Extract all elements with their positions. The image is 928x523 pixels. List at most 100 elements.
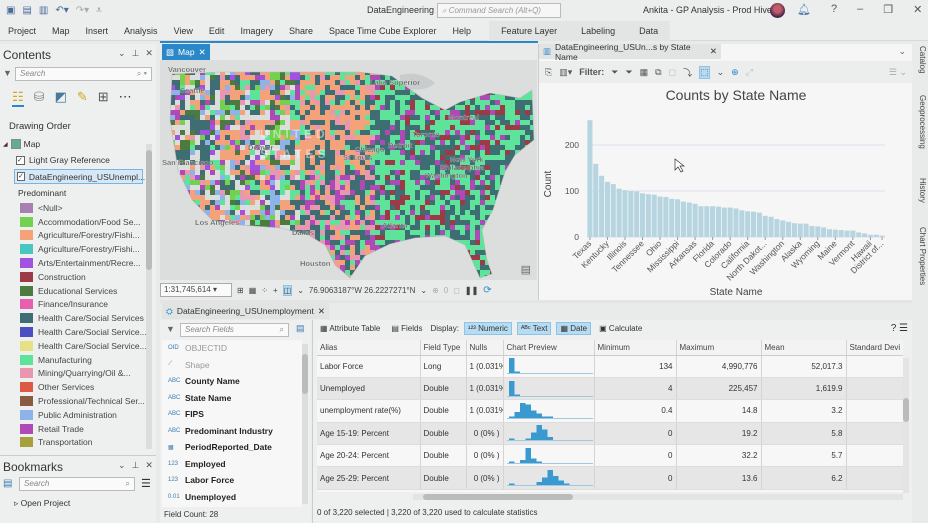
column-header[interactable]: Alias — [317, 340, 421, 356]
bar[interactable] — [780, 220, 786, 237]
bar[interactable] — [587, 120, 593, 237]
bar[interactable] — [704, 206, 710, 237]
add-field-icon[interactable]: ▤ — [296, 323, 305, 333]
map-canvas[interactable]: Vancouver Seattle San Francisco Los Angeles… — [160, 60, 537, 280]
bar[interactable] — [838, 230, 844, 237]
more-icon[interactable]: ⋯ — [118, 89, 132, 104]
ribbon-tab[interactable]: View — [173, 25, 193, 36]
bar[interactable] — [850, 230, 856, 237]
bar[interactable] — [634, 191, 640, 237]
layer-usunemployment[interactable]: ✓ DataEngineering_USUnempl... — [14, 169, 145, 184]
bar[interactable] — [599, 175, 605, 237]
field-item[interactable]: ▦ PeriodReported_Date — [162, 439, 302, 456]
context-tab[interactable]: Feature Layer — [501, 25, 558, 36]
fields-scrollbar[interactable] — [302, 344, 308, 504]
column-header[interactable]: Field Type — [420, 340, 467, 356]
bookmark-menu-icon[interactable]: ☰ — [141, 478, 151, 490]
legend-icon[interactable]: ☰ ⌄ — [888, 66, 907, 77]
bar[interactable] — [721, 207, 727, 237]
bar[interactable] — [791, 223, 797, 237]
contents-scrollbar[interactable] — [146, 144, 152, 449]
bar[interactable] — [826, 229, 833, 237]
bar[interactable] — [669, 198, 675, 237]
list-by-selection-icon[interactable]: ◩ — [54, 89, 67, 104]
switch-selection-icon[interactable]: ⧉ — [655, 66, 662, 77]
bar[interactable] — [774, 219, 780, 237]
date-toggle[interactable]: ▦ Date — [556, 322, 592, 335]
avatar[interactable] — [770, 3, 785, 18]
full-extent-icon[interactable]: ⤢ — [745, 66, 753, 77]
checkbox[interactable]: ✓ — [16, 155, 25, 165]
fields-button[interactable]: ▤ Fields — [391, 324, 423, 333]
bar[interactable] — [622, 190, 628, 237]
bar[interactable] — [657, 196, 663, 237]
legend-item[interactable]: Arts/Entertainment/Recre... — [0, 256, 148, 270]
bar[interactable] — [873, 234, 879, 237]
side-tab[interactable]: Catalog — [918, 46, 927, 74]
legend-item[interactable]: Accommodation/Food Se... — [0, 215, 148, 229]
tab-fields-view[interactable]: ⛭ DataEngineering_USUnemployment ✕ — [162, 303, 329, 319]
list-by-editing-icon[interactable]: ✎ — [76, 89, 88, 104]
bar[interactable] — [756, 212, 762, 237]
bar[interactable] — [739, 210, 745, 237]
close-pane-icon[interactable]: ✕ — [145, 48, 153, 58]
attribute-table-button[interactable]: ▦ Attribute Table — [320, 324, 381, 333]
bar[interactable] — [809, 225, 815, 237]
bar[interactable] — [733, 208, 739, 237]
bar[interactable] — [610, 184, 616, 237]
bar[interactable] — [675, 199, 681, 237]
bar[interactable] — [639, 193, 646, 237]
bar[interactable] — [651, 194, 657, 237]
select-tool-icon[interactable]: ⬚ — [699, 65, 710, 79]
ribbon-tab[interactable]: Analysis — [124, 25, 158, 36]
bar[interactable] — [680, 201, 686, 237]
scale-dropdown[interactable]: 1:31,745,614 ▾ — [160, 283, 232, 297]
bar[interactable] — [710, 206, 716, 237]
column-header[interactable]: Nulls — [466, 340, 504, 356]
legend-item[interactable]: <Null> — [0, 201, 148, 215]
legend-item[interactable]: Construction — [0, 270, 148, 284]
ribbon-tab[interactable]: Imagery — [240, 25, 273, 36]
restore-button[interactable]: ❐ — [883, 4, 894, 16]
field-item[interactable]: ABC County Name — [162, 373, 302, 390]
bar[interactable] — [803, 223, 809, 237]
field-item[interactable]: ABC FIPS — [162, 406, 302, 423]
bar[interactable] — [768, 216, 774, 237]
notification-icon[interactable]: 🔔︎ — [797, 4, 811, 16]
bar[interactable] — [645, 194, 651, 237]
command-search-input[interactable]: ⌕ Command Search (Alt+Q) — [437, 3, 561, 18]
side-tab[interactable]: Chart Properties — [918, 227, 927, 286]
layer-light-gray-reference[interactable]: ✓ Light Gray Reference — [16, 155, 110, 165]
table-icon[interactable]: ▦ — [248, 285, 257, 295]
numeric-toggle[interactable]: ¹²³ Numeric — [463, 322, 512, 335]
filter-icon[interactable]: ▼ — [3, 68, 12, 78]
tab-map[interactable]: ▧ Map ✕ — [162, 44, 210, 60]
filter-selection-icon[interactable]: ⏷ — [625, 66, 633, 77]
legend-item[interactable]: Other Services — [0, 380, 148, 394]
column-header[interactable]: Chart Preview — [503, 340, 595, 356]
column-header[interactable]: Mean — [761, 340, 847, 356]
pin-icon[interactable]: ⊥ — [131, 460, 140, 470]
bar[interactable] — [715, 206, 721, 237]
map-node[interactable]: ◢ Map — [3, 139, 41, 149]
ribbon-tab[interactable]: Share — [288, 25, 313, 36]
context-tab[interactable]: Labeling — [581, 25, 616, 36]
bar[interactable] — [604, 181, 610, 237]
new-project-icon[interactable]: ▣ — [6, 5, 16, 16]
close-tab-icon[interactable]: ✕ — [198, 46, 206, 57]
bar[interactable] — [698, 206, 704, 237]
save-icon[interactable]: ▤ — [22, 5, 32, 16]
customize-icon[interactable]: ⩡ — [96, 5, 102, 16]
menu-chevron-icon[interactable]: ⌄ — [118, 460, 126, 470]
bar[interactable] — [593, 163, 599, 237]
legend-item[interactable]: Health Care/Social Services — [0, 311, 148, 325]
legend-item[interactable]: Manufacturing — [0, 353, 148, 367]
ribbon-tab[interactable]: Edit — [208, 25, 225, 36]
bar[interactable] — [663, 196, 669, 237]
close-tab-icon[interactable]: ✕ — [709, 46, 717, 56]
legend-item[interactable]: Professional/Technical Ser... — [0, 394, 148, 408]
legend-item[interactable]: Public Administration — [0, 408, 148, 422]
bar[interactable] — [797, 223, 803, 237]
bar[interactable] — [727, 207, 733, 237]
field-item[interactable]: OID OBJECTID — [162, 340, 302, 357]
